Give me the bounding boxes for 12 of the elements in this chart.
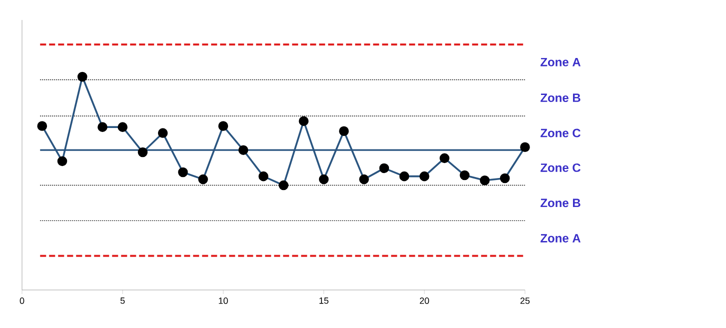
- x-tick-label: 5: [120, 298, 125, 304]
- text: Zone C: [540, 128, 581, 138]
- text: Zone B: [540, 94, 580, 102]
- x-tick-label: 10: [218, 298, 228, 304]
- text: Zone A: [540, 58, 581, 66]
- text: Zone C: [540, 163, 581, 172]
- x-tick-label: 20: [420, 298, 430, 304]
- text: Zone A: [540, 234, 581, 242]
- x-tick-label: 25: [520, 298, 530, 304]
- text: Zone B: [540, 198, 580, 208]
- x-tick-label: 0: [20, 298, 24, 304]
- x-tick-label: 15: [319, 298, 328, 304]
